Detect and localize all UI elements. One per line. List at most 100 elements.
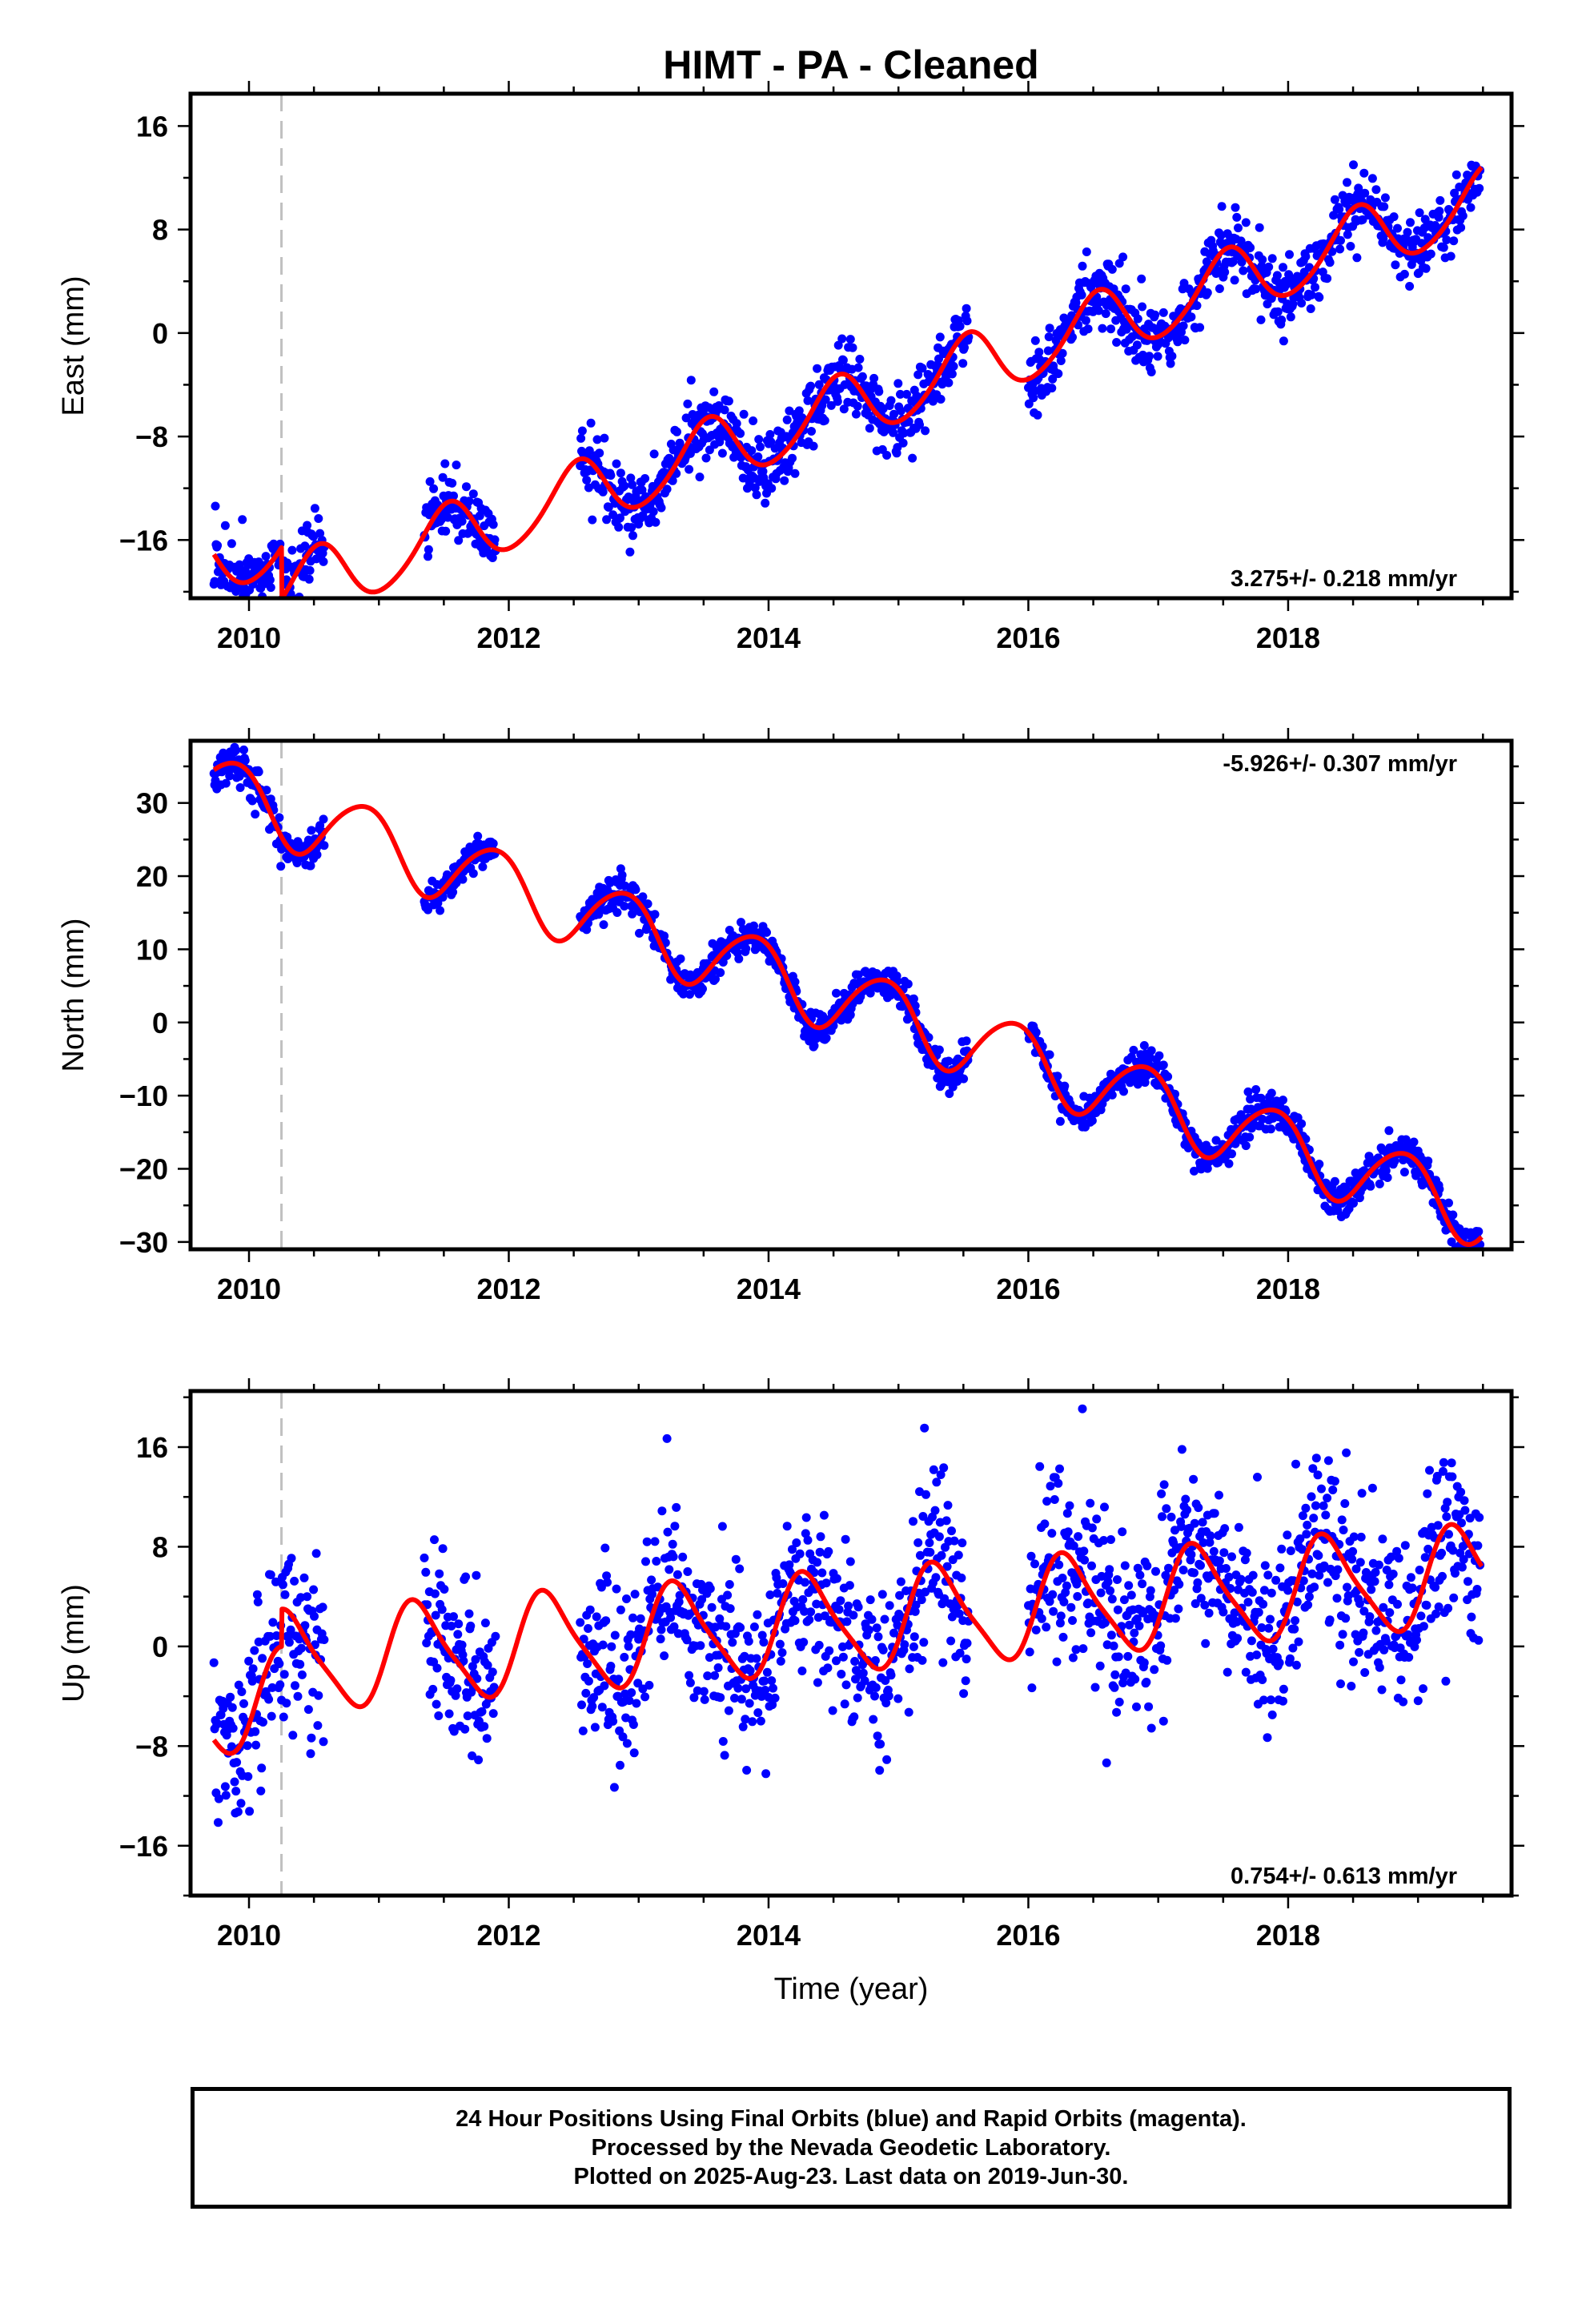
- data-point: [878, 1645, 888, 1655]
- data-point: [261, 552, 271, 561]
- data-point: [1217, 202, 1227, 211]
- data-point: [1050, 1495, 1059, 1504]
- data-point: [1107, 264, 1117, 274]
- data-point: [312, 850, 322, 859]
- data-point: [293, 1691, 303, 1701]
- data-point: [239, 1699, 248, 1708]
- data-point: [662, 1433, 672, 1443]
- data-point: [685, 464, 694, 474]
- data-point: [227, 1703, 237, 1712]
- data-point: [869, 373, 879, 383]
- data-point: [869, 1715, 878, 1724]
- data-point: [1220, 1524, 1230, 1534]
- data-point: [1066, 1602, 1076, 1612]
- data-point: [839, 404, 849, 414]
- data-point: [1266, 1614, 1275, 1624]
- data-point: [681, 413, 691, 423]
- x-tick-label-north: 2018: [1256, 1273, 1320, 1305]
- data-point: [1330, 1176, 1339, 1186]
- data-point: [790, 468, 800, 478]
- data-point: [1138, 302, 1147, 312]
- data-point: [1311, 283, 1319, 292]
- data-point: [944, 378, 954, 388]
- data-point: [278, 1580, 287, 1590]
- data-point: [1358, 215, 1367, 224]
- data-point: [1267, 1710, 1277, 1719]
- data-point: [865, 988, 875, 998]
- data-point: [801, 1578, 809, 1587]
- data-point: [1309, 1514, 1319, 1523]
- data-point: [1263, 1733, 1272, 1743]
- data-point: [1377, 1685, 1387, 1695]
- data-point: [844, 1601, 853, 1610]
- data-point: [685, 990, 694, 999]
- data-point: [250, 1646, 259, 1655]
- data-point: [932, 1478, 942, 1487]
- data-point: [795, 1549, 805, 1558]
- data-point: [749, 921, 758, 931]
- data-point: [319, 557, 328, 566]
- data-point: [275, 813, 284, 822]
- data-point: [1046, 1482, 1055, 1491]
- model-fit-line-east: [211, 165, 1484, 598]
- data-point: [295, 1659, 305, 1669]
- data-point: [1215, 1556, 1224, 1566]
- data-point: [1210, 1509, 1219, 1518]
- data-point: [821, 1578, 831, 1588]
- data-point: [753, 1610, 762, 1619]
- data-point: [1438, 1571, 1447, 1581]
- data-point: [577, 1700, 586, 1710]
- y-axis-label-north: North (mm): [57, 918, 90, 1072]
- data-point: [616, 1760, 624, 1770]
- data-point: [288, 1731, 298, 1740]
- data-point: [1242, 1548, 1251, 1558]
- data-point: [893, 379, 903, 388]
- data-point: [649, 449, 659, 459]
- data-point: [1158, 1060, 1168, 1070]
- data-point: [954, 1550, 963, 1560]
- data-point: [1219, 1607, 1228, 1617]
- data-point: [1135, 1570, 1145, 1580]
- data-point: [758, 467, 768, 476]
- rate-label-east: 3.275+/- 0.218 mm/yr: [1231, 566, 1457, 592]
- data-point: [1323, 1578, 1332, 1587]
- data-point: [1110, 1683, 1119, 1692]
- data-point: [1158, 1716, 1168, 1726]
- data-point: [673, 1570, 682, 1579]
- data-point: [1409, 1137, 1419, 1147]
- data-point: [303, 1592, 312, 1602]
- y-tick-label-up: −16: [119, 1830, 168, 1863]
- data-point: [1319, 1501, 1328, 1510]
- data-point: [1105, 1565, 1114, 1574]
- data-point: [962, 304, 971, 313]
- data-point: [1145, 352, 1154, 361]
- data-point: [683, 1567, 693, 1576]
- data-point: [1224, 1159, 1234, 1168]
- data-point: [253, 1597, 263, 1606]
- data-point: [240, 756, 250, 766]
- data-point: [1048, 1590, 1058, 1599]
- data-point: [1047, 384, 1057, 393]
- data-point: [1146, 1723, 1156, 1733]
- data-point: [1340, 1499, 1350, 1508]
- data-point: [581, 1688, 591, 1698]
- data-point: [1234, 223, 1243, 233]
- data-point: [278, 603, 287, 612]
- data-point: [458, 875, 468, 884]
- data-point: [258, 1654, 267, 1663]
- data-point: [614, 1675, 624, 1684]
- data-point: [1245, 1132, 1255, 1142]
- data-point: [909, 994, 918, 1003]
- y-tick-label-north: 10: [136, 933, 168, 966]
- data-points-east: [209, 160, 1485, 612]
- data-point: [598, 1640, 608, 1650]
- data-point: [1258, 1675, 1267, 1684]
- data-point: [753, 452, 763, 461]
- data-point: [628, 1613, 637, 1622]
- x-tick-label-up: 2012: [476, 1919, 540, 1952]
- data-point: [1443, 1603, 1453, 1613]
- data-point: [1118, 1527, 1127, 1537]
- data-point: [1209, 1546, 1219, 1556]
- data-point: [279, 1670, 289, 1679]
- x-tick-label-up: 2014: [737, 1919, 801, 1952]
